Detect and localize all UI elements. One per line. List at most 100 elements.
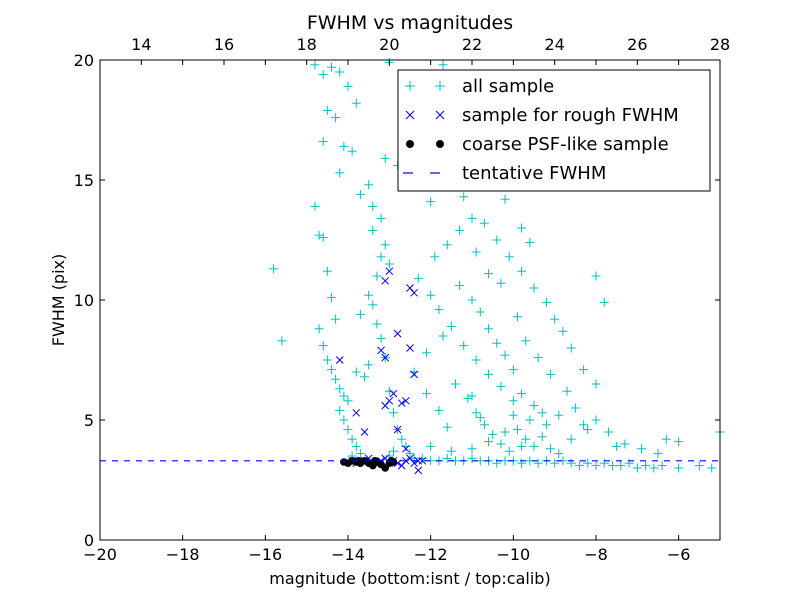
point-all-sample [269, 264, 279, 274]
point-all-sample [343, 81, 353, 91]
point-all-sample [314, 230, 324, 240]
point-all-sample [504, 252, 514, 262]
point-rough-fwhm [418, 456, 427, 465]
legend-label-rough-fwhm: sample for rough FWHM [462, 105, 679, 126]
point-rough-fwhm [352, 408, 361, 417]
point-all-sample [442, 453, 452, 463]
point-all-sample [574, 461, 584, 471]
point-all-sample [521, 336, 531, 346]
point-all-sample [322, 266, 332, 276]
point-all-sample [376, 213, 386, 223]
point-all-sample [529, 283, 539, 293]
point-all-sample [347, 434, 357, 444]
point-all-sample [368, 225, 378, 235]
point-all-sample [488, 429, 498, 439]
point-all-sample [541, 297, 551, 307]
point-rough-fwhm [410, 288, 418, 297]
point-all-sample [694, 461, 704, 471]
point-all-sample [438, 60, 448, 70]
point-all-sample [500, 427, 510, 437]
point-all-sample [484, 369, 494, 379]
top-tick-label: 20 [379, 35, 399, 54]
point-rough-fwhm [360, 428, 369, 436]
point-all-sample [335, 67, 345, 77]
point-all-sample [620, 439, 630, 449]
point-all-sample [351, 367, 361, 377]
x-tick-label: −18 [166, 545, 200, 564]
point-all-sample [318, 137, 328, 147]
point-all-sample [426, 290, 436, 300]
point-psf-like [354, 457, 363, 465]
x-axis-label: magnitude (bottom:isnt / top:calib) [269, 569, 550, 588]
point-all-sample [450, 379, 460, 389]
point-all-sample [500, 194, 510, 204]
point-all-sample [504, 446, 514, 456]
point-all-sample [467, 391, 477, 401]
point-all-sample [492, 338, 502, 348]
point-all-sample [492, 235, 502, 245]
point-all-sample [537, 408, 547, 418]
point-all-sample [455, 225, 465, 235]
point-all-sample [579, 420, 589, 430]
point-all-sample [347, 146, 357, 156]
point-rough-fwhm [389, 389, 398, 398]
point-all-sample [471, 247, 481, 257]
point-all-sample [388, 446, 398, 456]
point-all-sample [446, 446, 456, 456]
point-all-sample [426, 197, 436, 207]
point-all-sample [372, 319, 382, 329]
point-all-sample [318, 69, 328, 79]
point-all-sample [455, 281, 465, 291]
point-all-sample [661, 434, 671, 444]
point-all-sample [376, 333, 386, 343]
point-all-sample [434, 305, 444, 315]
point-all-sample [533, 458, 543, 468]
point-all-sample [517, 389, 527, 399]
point-all-sample [512, 312, 522, 322]
point-all-sample [496, 381, 506, 391]
point-rough-fwhm [335, 356, 344, 364]
point-all-sample [529, 441, 539, 451]
point-all-sample [442, 422, 452, 432]
point-all-sample [343, 425, 353, 435]
chart-title: FWHM vs magnitudes [307, 12, 513, 34]
point-rough-fwhm [381, 353, 390, 362]
legend-marker-all-sample [405, 81, 445, 91]
point-all-sample [562, 386, 572, 396]
point-psf-like [371, 457, 379, 465]
point-all-sample [372, 271, 382, 281]
point-all-sample [326, 62, 336, 72]
point-rough-fwhm [410, 370, 418, 379]
top-tick-label: 28 [710, 35, 730, 54]
legend-label-psf-like: coarse PSF-like sample [462, 134, 669, 155]
point-all-sample [612, 441, 622, 451]
point-all-sample [657, 461, 667, 471]
point-all-sample [351, 98, 361, 108]
point-all-sample [599, 297, 609, 307]
point-all-sample [583, 458, 593, 468]
x-tick-label: −20 [83, 545, 117, 564]
point-all-sample [525, 237, 535, 247]
point-all-sample [467, 295, 477, 305]
point-all-sample [467, 444, 477, 454]
point-all-sample [326, 365, 336, 375]
point-all-sample [508, 396, 518, 406]
point-all-sample [500, 350, 510, 360]
point-all-sample [405, 449, 415, 459]
point-all-sample [591, 379, 601, 389]
point-rough-fwhm [402, 444, 410, 453]
point-all-sample [603, 427, 613, 437]
point-all-sample [422, 348, 432, 358]
point-all-sample [484, 324, 494, 334]
y-tick-label: 15 [74, 171, 94, 190]
point-all-sample [384, 386, 394, 396]
point-rough-fwhm [377, 346, 385, 355]
point-all-sample [649, 463, 659, 473]
point-all-sample [331, 113, 341, 123]
point-all-sample [376, 252, 386, 262]
point-all-sample [566, 434, 576, 444]
point-all-sample [591, 461, 601, 471]
point-all-sample [641, 461, 651, 471]
point-all-sample [322, 105, 332, 115]
